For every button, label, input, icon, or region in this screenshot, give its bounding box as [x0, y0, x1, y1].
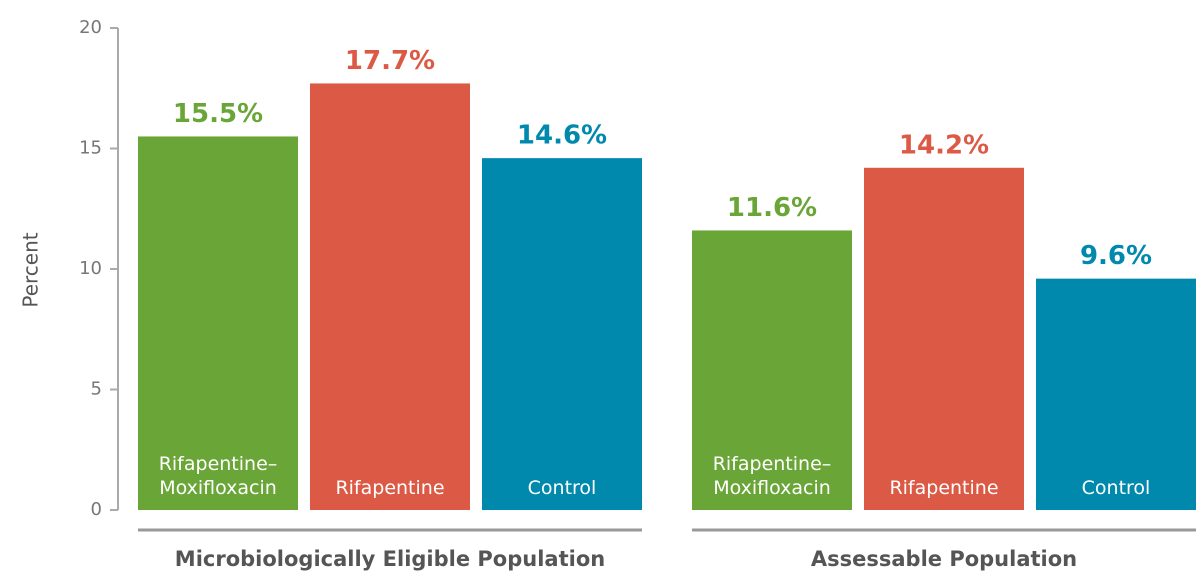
- bar: [138, 136, 298, 510]
- y-tick-label: 15: [79, 138, 102, 159]
- y-tick-label: 20: [79, 17, 102, 38]
- series-label: Rifapentine–Moxifloxacin: [712, 453, 832, 499]
- series-label: Rifapentine–Moxifloxacin: [158, 453, 278, 499]
- value-label: 9.6%: [1080, 241, 1152, 271]
- x-tick-label: Microbiologically Eligible Population: [175, 547, 605, 571]
- series-label: Rifapentine: [335, 477, 445, 499]
- y-tick-label: 10: [79, 258, 102, 279]
- value-label: 14.6%: [517, 121, 607, 151]
- y-tick-label: 5: [91, 379, 102, 400]
- bar: [864, 167, 1024, 510]
- bar: [1036, 278, 1196, 510]
- y-tick-label: 0: [91, 499, 102, 520]
- value-label: 15.5%: [173, 99, 263, 129]
- bar: [310, 83, 470, 511]
- series-label: Rifapentine: [889, 477, 999, 499]
- bar: [482, 158, 642, 510]
- series-label: Control: [527, 477, 597, 499]
- value-label: 11.6%: [727, 193, 817, 223]
- series-label: Control: [1081, 477, 1151, 499]
- bar: [692, 230, 852, 510]
- y-axis-label: Percent: [19, 232, 43, 307]
- value-label: 17.7%: [345, 46, 435, 76]
- x-tick-label: Assessable Population: [811, 547, 1077, 571]
- value-label: 14.2%: [899, 130, 989, 160]
